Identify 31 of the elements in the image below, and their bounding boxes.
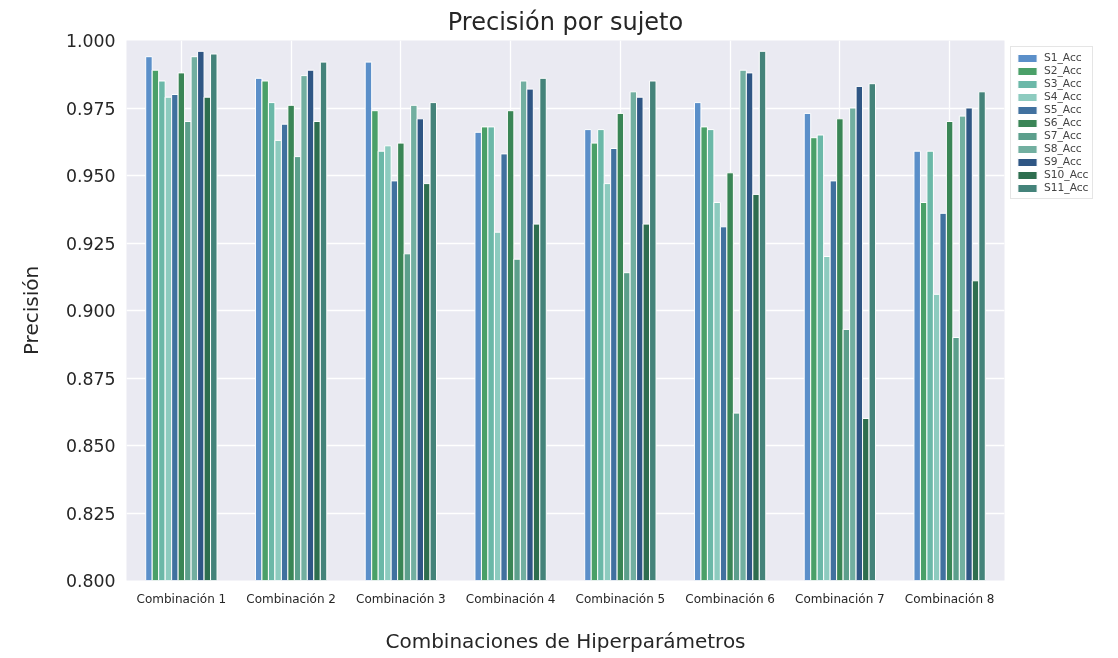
legend-label: S10_Acc — [1044, 168, 1089, 181]
x-tick-label: Combinación 4 — [465, 591, 556, 606]
x-tick-label: Combinación 5 — [575, 591, 666, 606]
y-tick-label: 0.875 — [65, 368, 116, 389]
legend-label: S7_Acc — [1044, 129, 1082, 142]
y-tick-label: 0.825 — [65, 503, 116, 524]
legend-label: S8_Acc — [1044, 142, 1082, 155]
y-tick-label: 0.800 — [65, 571, 116, 591]
y-tick-label: 0.975 — [65, 98, 116, 119]
legend-label: S5_Acc — [1044, 103, 1082, 116]
x-tick-label: Combinación 8 — [904, 591, 995, 606]
x-tick-label: Combinación 6 — [685, 591, 775, 606]
x-tick-label: Combinación 3 — [356, 591, 446, 606]
legend-label: S4_Acc — [1044, 90, 1082, 103]
y-tick-label: 0.925 — [65, 233, 116, 254]
y-tick-label: 0.850 — [65, 436, 116, 456]
y-tick-label: 0.950 — [65, 166, 116, 186]
legend-label: S11_Acc — [1044, 181, 1089, 194]
legend-label: S9_Acc — [1044, 155, 1082, 168]
x-tick-label: Combinación 1 — [136, 591, 227, 606]
x-tick-label: Combinación 7 — [795, 591, 885, 606]
y-axis-title: Precisión — [18, 265, 43, 356]
chart-title: Precisión por sujeto — [447, 7, 684, 36]
legend-label: S3_Acc — [1044, 77, 1082, 90]
legend-label: S2_Acc — [1044, 64, 1082, 77]
y-tick-label: 1.000 — [65, 31, 116, 51]
y-tick-label: 0.900 — [65, 301, 116, 321]
legend-label: S1_Acc — [1044, 51, 1082, 64]
x-axis-title: Combinaciones de Hiperparámetros — [385, 628, 746, 653]
x-tick-label: Combinación 2 — [246, 591, 336, 606]
legend-label: S6_Acc — [1044, 116, 1082, 129]
